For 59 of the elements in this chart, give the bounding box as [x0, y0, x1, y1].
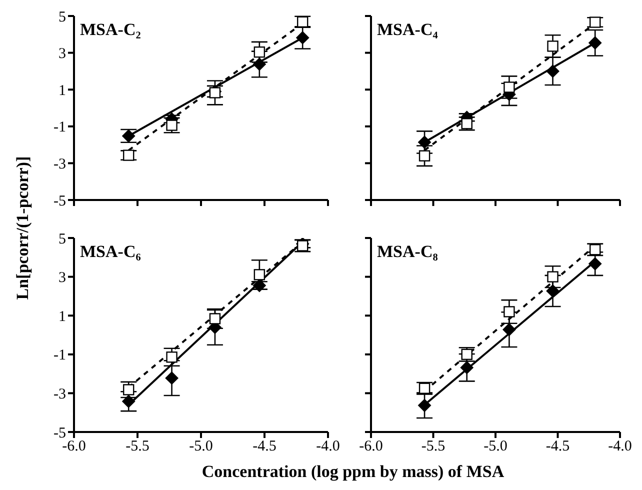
point [254, 269, 266, 280]
y-tick-label: -1 [54, 120, 66, 136]
point [460, 361, 474, 374]
point [588, 257, 602, 270]
y-tick-label: 3 [58, 270, 66, 286]
point [588, 36, 602, 50]
x-axis-title: Concentration (log ppm by mass) of MSA [202, 462, 505, 481]
y-tick-label: -3 [54, 386, 66, 403]
x-tick-label: -4.5 [252, 438, 276, 455]
y-tick-label: -1 [54, 348, 66, 364]
x-tick-label: -4.0 [608, 438, 632, 455]
y-tick-label: 5 [58, 231, 66, 248]
x-tick-label: -5.0 [484, 438, 508, 455]
point [547, 271, 558, 282]
point [254, 46, 266, 58]
y-tick-label: -5 [54, 193, 66, 210]
chart-title: MSA-C₂ [80, 20, 141, 39]
point [547, 40, 558, 52]
point [166, 352, 178, 363]
point [504, 82, 515, 93]
point [123, 150, 134, 161]
point [590, 16, 601, 28]
point [252, 279, 266, 292]
x-tick-label: -4.5 [546, 438, 570, 455]
point [418, 150, 430, 162]
y-axis-title: Ln[pcorr/(1-pcorr)] [13, 156, 32, 300]
y-tick-label: 1 [58, 308, 66, 325]
point [165, 372, 178, 385]
y-tick-label: 5 [58, 9, 66, 26]
point [504, 306, 515, 318]
x-tick-label: -5.5 [421, 438, 446, 455]
x-tick-label: -6.0 [62, 438, 86, 455]
point [209, 87, 221, 98]
x-tick-label: -5.5 [126, 438, 150, 455]
point [418, 382, 430, 394]
y-tick-label: -3 [54, 156, 66, 173]
point [122, 394, 136, 408]
point [166, 120, 178, 131]
point [461, 348, 472, 360]
chart-title: MSA-C₈ [377, 242, 438, 261]
point [546, 64, 560, 78]
x-tick-label: -5.0 [189, 438, 213, 455]
y-tick-label: 3 [58, 46, 66, 62]
point [461, 118, 472, 130]
point [252, 58, 266, 71]
point [209, 313, 221, 324]
point [418, 136, 432, 149]
x-tick-label: -4.0 [316, 438, 340, 455]
chart-title: MSA-C₆ [80, 242, 141, 261]
chart-title: MSA-C₄ [377, 20, 438, 39]
point [296, 31, 310, 44]
y-tick-label: -5 [54, 425, 66, 442]
point [546, 284, 560, 298]
point [418, 398, 432, 412]
point [590, 244, 601, 256]
x-tick-label: -6.0 [359, 438, 383, 455]
point [123, 384, 134, 396]
point [502, 323, 516, 336]
y-tick-label: 1 [58, 82, 66, 99]
